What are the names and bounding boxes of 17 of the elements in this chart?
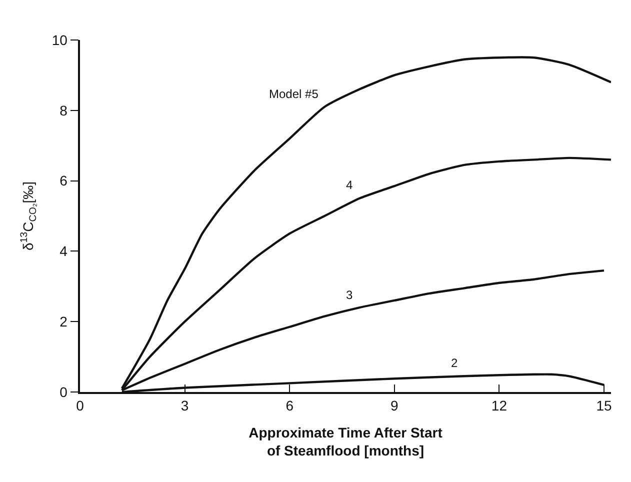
x-tick-label: 15 — [596, 398, 612, 414]
series-label: 4 — [346, 178, 353, 192]
x-tick-label: 6 — [286, 398, 294, 414]
x-axis-title: Approximate Time After Start of Steamflood [months] — [248, 424, 443, 459]
y-tick-label: 4 — [60, 243, 68, 260]
series-label: 2 — [451, 356, 458, 370]
y-tick-label: 2 — [60, 314, 68, 330]
y-tick-label: 10 — [52, 32, 68, 48]
series-label: 3 — [346, 288, 353, 302]
y-tick-label: 6 — [60, 172, 68, 189]
x-tick-label: 0 — [76, 398, 84, 414]
y-tick-label: 0 — [60, 384, 68, 400]
x-tick-label: 3 — [180, 398, 189, 414]
x-tick-label: 12 — [491, 398, 508, 414]
y-tick-label: 8 — [60, 102, 68, 118]
series-label: Model #5 — [269, 87, 319, 101]
x-tick-label: 9 — [390, 398, 399, 414]
